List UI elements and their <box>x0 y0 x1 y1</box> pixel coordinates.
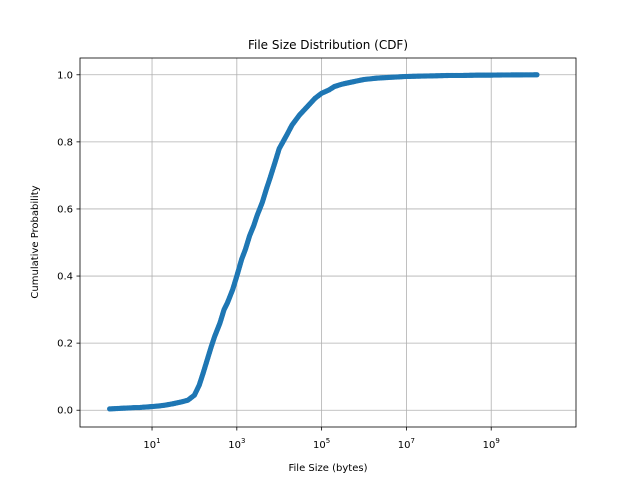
axis-ticks: 101 103 105 107 109 0.0 0.2 0.4 0.6 0.8 1.0 <box>57 70 500 451</box>
x-tick-label: 105 <box>313 437 330 451</box>
y-tick-label: 0.0 <box>57 406 73 417</box>
grid-layer <box>80 58 576 427</box>
y-tick-label: 0.2 <box>57 339 73 350</box>
data-points <box>107 72 540 412</box>
plot-frame <box>79 57 577 428</box>
x-tick-label: 107 <box>398 437 415 451</box>
y-tick-label: 1.0 <box>57 70 73 81</box>
x-axis-label: File Size (bytes) <box>289 463 368 474</box>
x-tick-label: 109 <box>483 437 500 451</box>
chart-title: File Size Distribution (CDF) <box>248 38 408 52</box>
y-tick-label: 0.6 <box>57 204 73 215</box>
y-tick-label: 0.8 <box>57 137 73 148</box>
data-point <box>534 72 540 78</box>
x-tick-label: 103 <box>228 437 245 451</box>
y-axis-label: Cumulative Probability <box>30 185 41 298</box>
y-tick-label: 0.4 <box>57 272 73 283</box>
x-tick-label: 101 <box>143 437 160 451</box>
